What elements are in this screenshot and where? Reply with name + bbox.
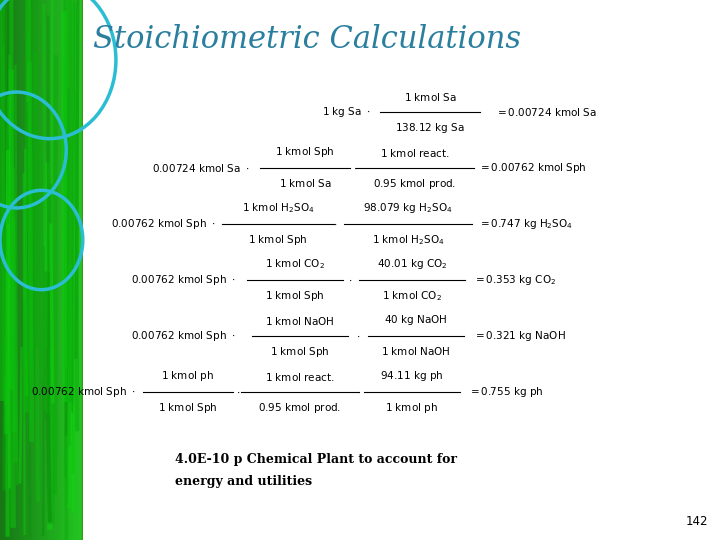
Text: $\mathrm{98.079\ kg\ H_2SO_4}$: $\mathrm{98.079\ kg\ H_2SO_4}$ (364, 201, 453, 215)
Polygon shape (83, 0, 720, 540)
Text: $\mathrm{1\ kmol\ Sph}$: $\mathrm{1\ kmol\ Sph}$ (270, 345, 330, 359)
Text: $\mathrm{0.00762\ kmol\ Sph}\ \cdot$: $\mathrm{0.00762\ kmol\ Sph}\ \cdot$ (31, 385, 135, 399)
Text: $\mathrm{1\ kmol\ react.}$: $\mathrm{1\ kmol\ react.}$ (265, 371, 335, 383)
Text: $\mathrm{1\ kmol\ H_2SO_4}$: $\mathrm{1\ kmol\ H_2SO_4}$ (242, 201, 314, 215)
Text: $\mathrm{1\ kmol\ H_2SO_4}$: $\mathrm{1\ kmol\ H_2SO_4}$ (372, 233, 444, 247)
Text: $\mathrm{40\ kg\ NaOH}$: $\mathrm{40\ kg\ NaOH}$ (384, 313, 448, 327)
Text: $= 0.747\ \mathrm{kg\ H_2SO_4}$: $= 0.747\ \mathrm{kg\ H_2SO_4}$ (478, 217, 573, 231)
Text: $\cdot$: $\cdot$ (356, 331, 360, 341)
Text: $\mathrm{1\ kmol\ CO_2}$: $\mathrm{1\ kmol\ CO_2}$ (382, 289, 442, 303)
Text: $\mathrm{1\ kmol\ NaOH}$: $\mathrm{1\ kmol\ NaOH}$ (265, 315, 335, 327)
Text: $\cdot$: $\cdot$ (356, 387, 360, 397)
Text: $\mathrm{1\ kmol\ Sa}$: $\mathrm{1\ kmol\ Sa}$ (279, 177, 331, 189)
Text: $\mathrm{0.00762\ kmol\ Sph}\ \cdot$: $\mathrm{0.00762\ kmol\ Sph}\ \cdot$ (131, 273, 235, 287)
Text: $\cdot$: $\cdot$ (236, 387, 240, 397)
Text: $= 0.00762\ \mathrm{kmol\ Sph}$: $= 0.00762\ \mathrm{kmol\ Sph}$ (478, 161, 587, 175)
Text: $= 0.353\ \mathrm{kg\ CO_2}$: $= 0.353\ \mathrm{kg\ CO_2}$ (473, 273, 556, 287)
Text: 4.0E-10 p Chemical Plant to account for: 4.0E-10 p Chemical Plant to account for (175, 454, 457, 467)
Text: Stoichiometric Calculations: Stoichiometric Calculations (93, 24, 521, 56)
Text: $\mathrm{1\ kmol\ ph}$: $\mathrm{1\ kmol\ ph}$ (385, 401, 438, 415)
Text: $\mathrm{138.12\ kg\ Sa}$: $\mathrm{138.12\ kg\ Sa}$ (395, 121, 465, 135)
Text: $= 0.755\ \mathrm{kg\ ph}$: $= 0.755\ \mathrm{kg\ ph}$ (468, 385, 544, 399)
Text: $\cdot$: $\cdot$ (348, 275, 352, 285)
Text: $\cdot$: $\cdot$ (353, 163, 357, 173)
Text: $\mathrm{1\ kmol\ Sph}$: $\mathrm{1\ kmol\ Sph}$ (265, 289, 325, 303)
Text: $\mathrm{0.00762\ kmol\ Sph}\ \cdot$: $\mathrm{0.00762\ kmol\ Sph}\ \cdot$ (111, 217, 215, 231)
Text: $\mathrm{0.95\ kmol\ prod.}$: $\mathrm{0.95\ kmol\ prod.}$ (258, 401, 341, 415)
Text: $\mathrm{0.95\ kmol\ prod.}$: $\mathrm{0.95\ kmol\ prod.}$ (374, 177, 456, 191)
Text: $\mathrm{1\ kmol\ Sph}$: $\mathrm{1\ kmol\ Sph}$ (248, 233, 308, 247)
Text: $\mathrm{0.00724\ kmol\ Sa}\ \cdot$: $\mathrm{0.00724\ kmol\ Sa}\ \cdot$ (153, 162, 250, 174)
Text: $\cdot$: $\cdot$ (333, 219, 337, 229)
Text: $\mathrm{40.01\ kg\ CO_2}$: $\mathrm{40.01\ kg\ CO_2}$ (377, 257, 447, 271)
Text: $= 0.00724\ \mathrm{kmol\ Sa}$: $= 0.00724\ \mathrm{kmol\ Sa}$ (495, 106, 597, 118)
Text: $\mathrm{0.00762\ kmol\ Sph}\ \cdot$: $\mathrm{0.00762\ kmol\ Sph}\ \cdot$ (131, 329, 235, 343)
Text: $\mathrm{1\ kmol\ Sph}$: $\mathrm{1\ kmol\ Sph}$ (275, 145, 335, 159)
Text: $\mathrm{1\ kmol\ react.}$: $\mathrm{1\ kmol\ react.}$ (380, 147, 450, 159)
Text: $\mathrm{1\ kmol\ CO_2}$: $\mathrm{1\ kmol\ CO_2}$ (265, 257, 325, 271)
Text: $\mathrm{1\ kmol\ NaOH}$: $\mathrm{1\ kmol\ NaOH}$ (381, 345, 451, 357)
Text: $\mathrm{94.11\ kg\ ph}$: $\mathrm{94.11\ kg\ ph}$ (380, 369, 444, 383)
Text: 142: 142 (685, 515, 708, 528)
Text: $\mathrm{1\ kg\ Sa}\ \cdot$: $\mathrm{1\ kg\ Sa}\ \cdot$ (322, 105, 370, 119)
Text: $\mathrm{1\ kmol\ ph}$: $\mathrm{1\ kmol\ ph}$ (161, 369, 215, 383)
Text: $\mathrm{1\ kmol\ Sph}$: $\mathrm{1\ kmol\ Sph}$ (158, 401, 218, 415)
Polygon shape (0, 0, 83, 540)
Text: energy and utilities: energy and utilities (175, 476, 312, 489)
Text: $\mathrm{1\ kmol\ Sa}$: $\mathrm{1\ kmol\ Sa}$ (404, 91, 456, 103)
Text: $= 0.321\ \mathrm{kg\ NaOH}$: $= 0.321\ \mathrm{kg\ NaOH}$ (473, 329, 566, 343)
